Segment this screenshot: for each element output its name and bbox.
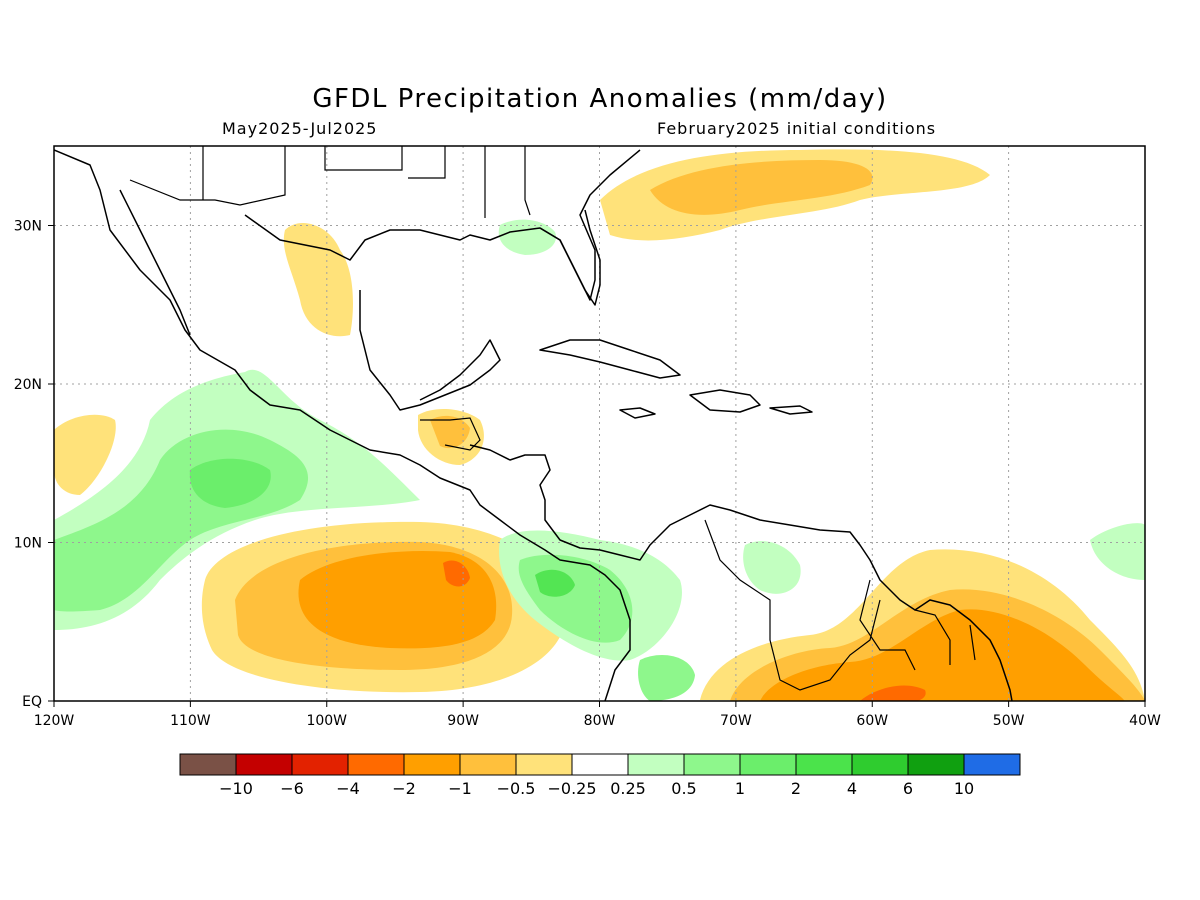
colorbar: −10 −6 −4 −2 −1 −0.5 −0.25 0.25 0.5 1 2 4 6 10 (179, 753, 1021, 798)
lon-tick-label: 70W (720, 713, 752, 729)
border-us-states (202, 146, 531, 218)
wettest-anomaly-pacific (189, 458, 271, 508)
colorbar-swatch (403, 753, 461, 776)
lon-tick-label: 100W (306, 713, 347, 729)
red-anomaly-south-america (860, 685, 926, 701)
dry-anomaly-west-edge (54, 414, 116, 495)
coastlines (54, 149, 1013, 701)
wet-anomaly-florida (498, 219, 556, 255)
colorbar-label: 2 (791, 779, 801, 798)
lat-tick-label: 30N (14, 219, 42, 235)
lon-tick-label: 90W (447, 713, 479, 729)
wet-anomaly-colombia-coast (638, 655, 695, 701)
lon-tick-label: 110W (170, 713, 211, 729)
coastline-jamaica (619, 407, 656, 419)
lat-tick-label: 20N (14, 377, 42, 393)
colorbar-swatch (739, 753, 797, 776)
lon-tick-label: 40W (1129, 713, 1161, 729)
lon-tick-label: 50W (993, 713, 1025, 729)
map-title: GFDL Precipitation Anomalies (mm/day) (312, 84, 888, 114)
colorbar-swatch (683, 753, 741, 776)
coastline-hispaniola (689, 389, 761, 413)
gridlines (54, 146, 1145, 701)
coastline-central-america (469, 444, 1013, 701)
lon-tick-label: 120W (34, 713, 75, 729)
lon-tick-label: 80W (584, 713, 616, 729)
colorbar-label: 4 (847, 779, 857, 798)
anomaly-shading (54, 149, 1145, 701)
latitude-axis: EQ 10N 20N 30N (14, 219, 54, 710)
longitude-axis: 120W 110W 100W 90W 80W 70W 60W 50W 40W (34, 701, 1161, 729)
colorbar-label: 0.5 (671, 779, 696, 798)
colorbar-label: 6 (903, 779, 913, 798)
colorbar-swatch (963, 753, 1021, 776)
colorbar-label: 1 (735, 779, 745, 798)
colorbar-swatch (459, 753, 517, 776)
coastline-cuba (539, 339, 681, 379)
colorbar-swatch (627, 753, 685, 776)
colorbar-swatch (851, 753, 909, 776)
coastline-puerto-rico (769, 405, 813, 415)
colorbar-swatch (571, 753, 629, 776)
colorbar-swatch (515, 753, 573, 776)
lat-tick-label: EQ (22, 694, 42, 710)
colorbar-swatch (795, 753, 853, 776)
colorbar-swatch (235, 753, 293, 776)
colorbar-label: −0.5 (497, 779, 536, 798)
forecast-period: May2025-Jul2025 (222, 119, 378, 138)
colorbar-label: −1 (448, 779, 472, 798)
colorbar-swatch (179, 753, 237, 776)
colorbar-label: −6 (280, 779, 304, 798)
colorbar-swatch (907, 753, 965, 776)
border-guatemala (420, 417, 481, 451)
drier-anomaly-atlantic (650, 160, 873, 215)
colorbar-label: −10 (219, 779, 253, 798)
border-us-mexico (129, 146, 286, 206)
coastline-baja (119, 189, 191, 336)
coastline-florida (539, 209, 601, 306)
colorbar-swatch (347, 753, 405, 776)
coastline-yucatan (359, 290, 501, 411)
colorbar-label: −0.25 (547, 779, 596, 798)
wettest-anomaly-panama (535, 569, 575, 597)
coastline-gulf-of-mexico (244, 149, 641, 301)
driest-anomaly-south-america (760, 609, 1125, 701)
lon-tick-label: 60W (856, 713, 888, 729)
initial-conditions: February2025 initial conditions (657, 119, 937, 138)
colorbar-label: −4 (336, 779, 360, 798)
colorbar-label: 0.25 (610, 779, 646, 798)
political-borders (129, 146, 976, 691)
dry-anomaly-mexico (283, 222, 353, 337)
drier-anomaly-yucatan (430, 415, 470, 449)
coastline-mexico-pacific (54, 149, 631, 701)
lat-tick-label: 10N (14, 536, 42, 552)
wet-anomaly-east-atlantic (1090, 523, 1145, 580)
colorbar-label: 10 (954, 779, 974, 798)
driest-anomaly-east-pacific (298, 550, 497, 649)
border-south-america (704, 519, 976, 691)
wet-anomaly-venezuela (743, 541, 801, 594)
colorbar-label: −2 (392, 779, 416, 798)
colorbar-swatch (291, 753, 349, 776)
